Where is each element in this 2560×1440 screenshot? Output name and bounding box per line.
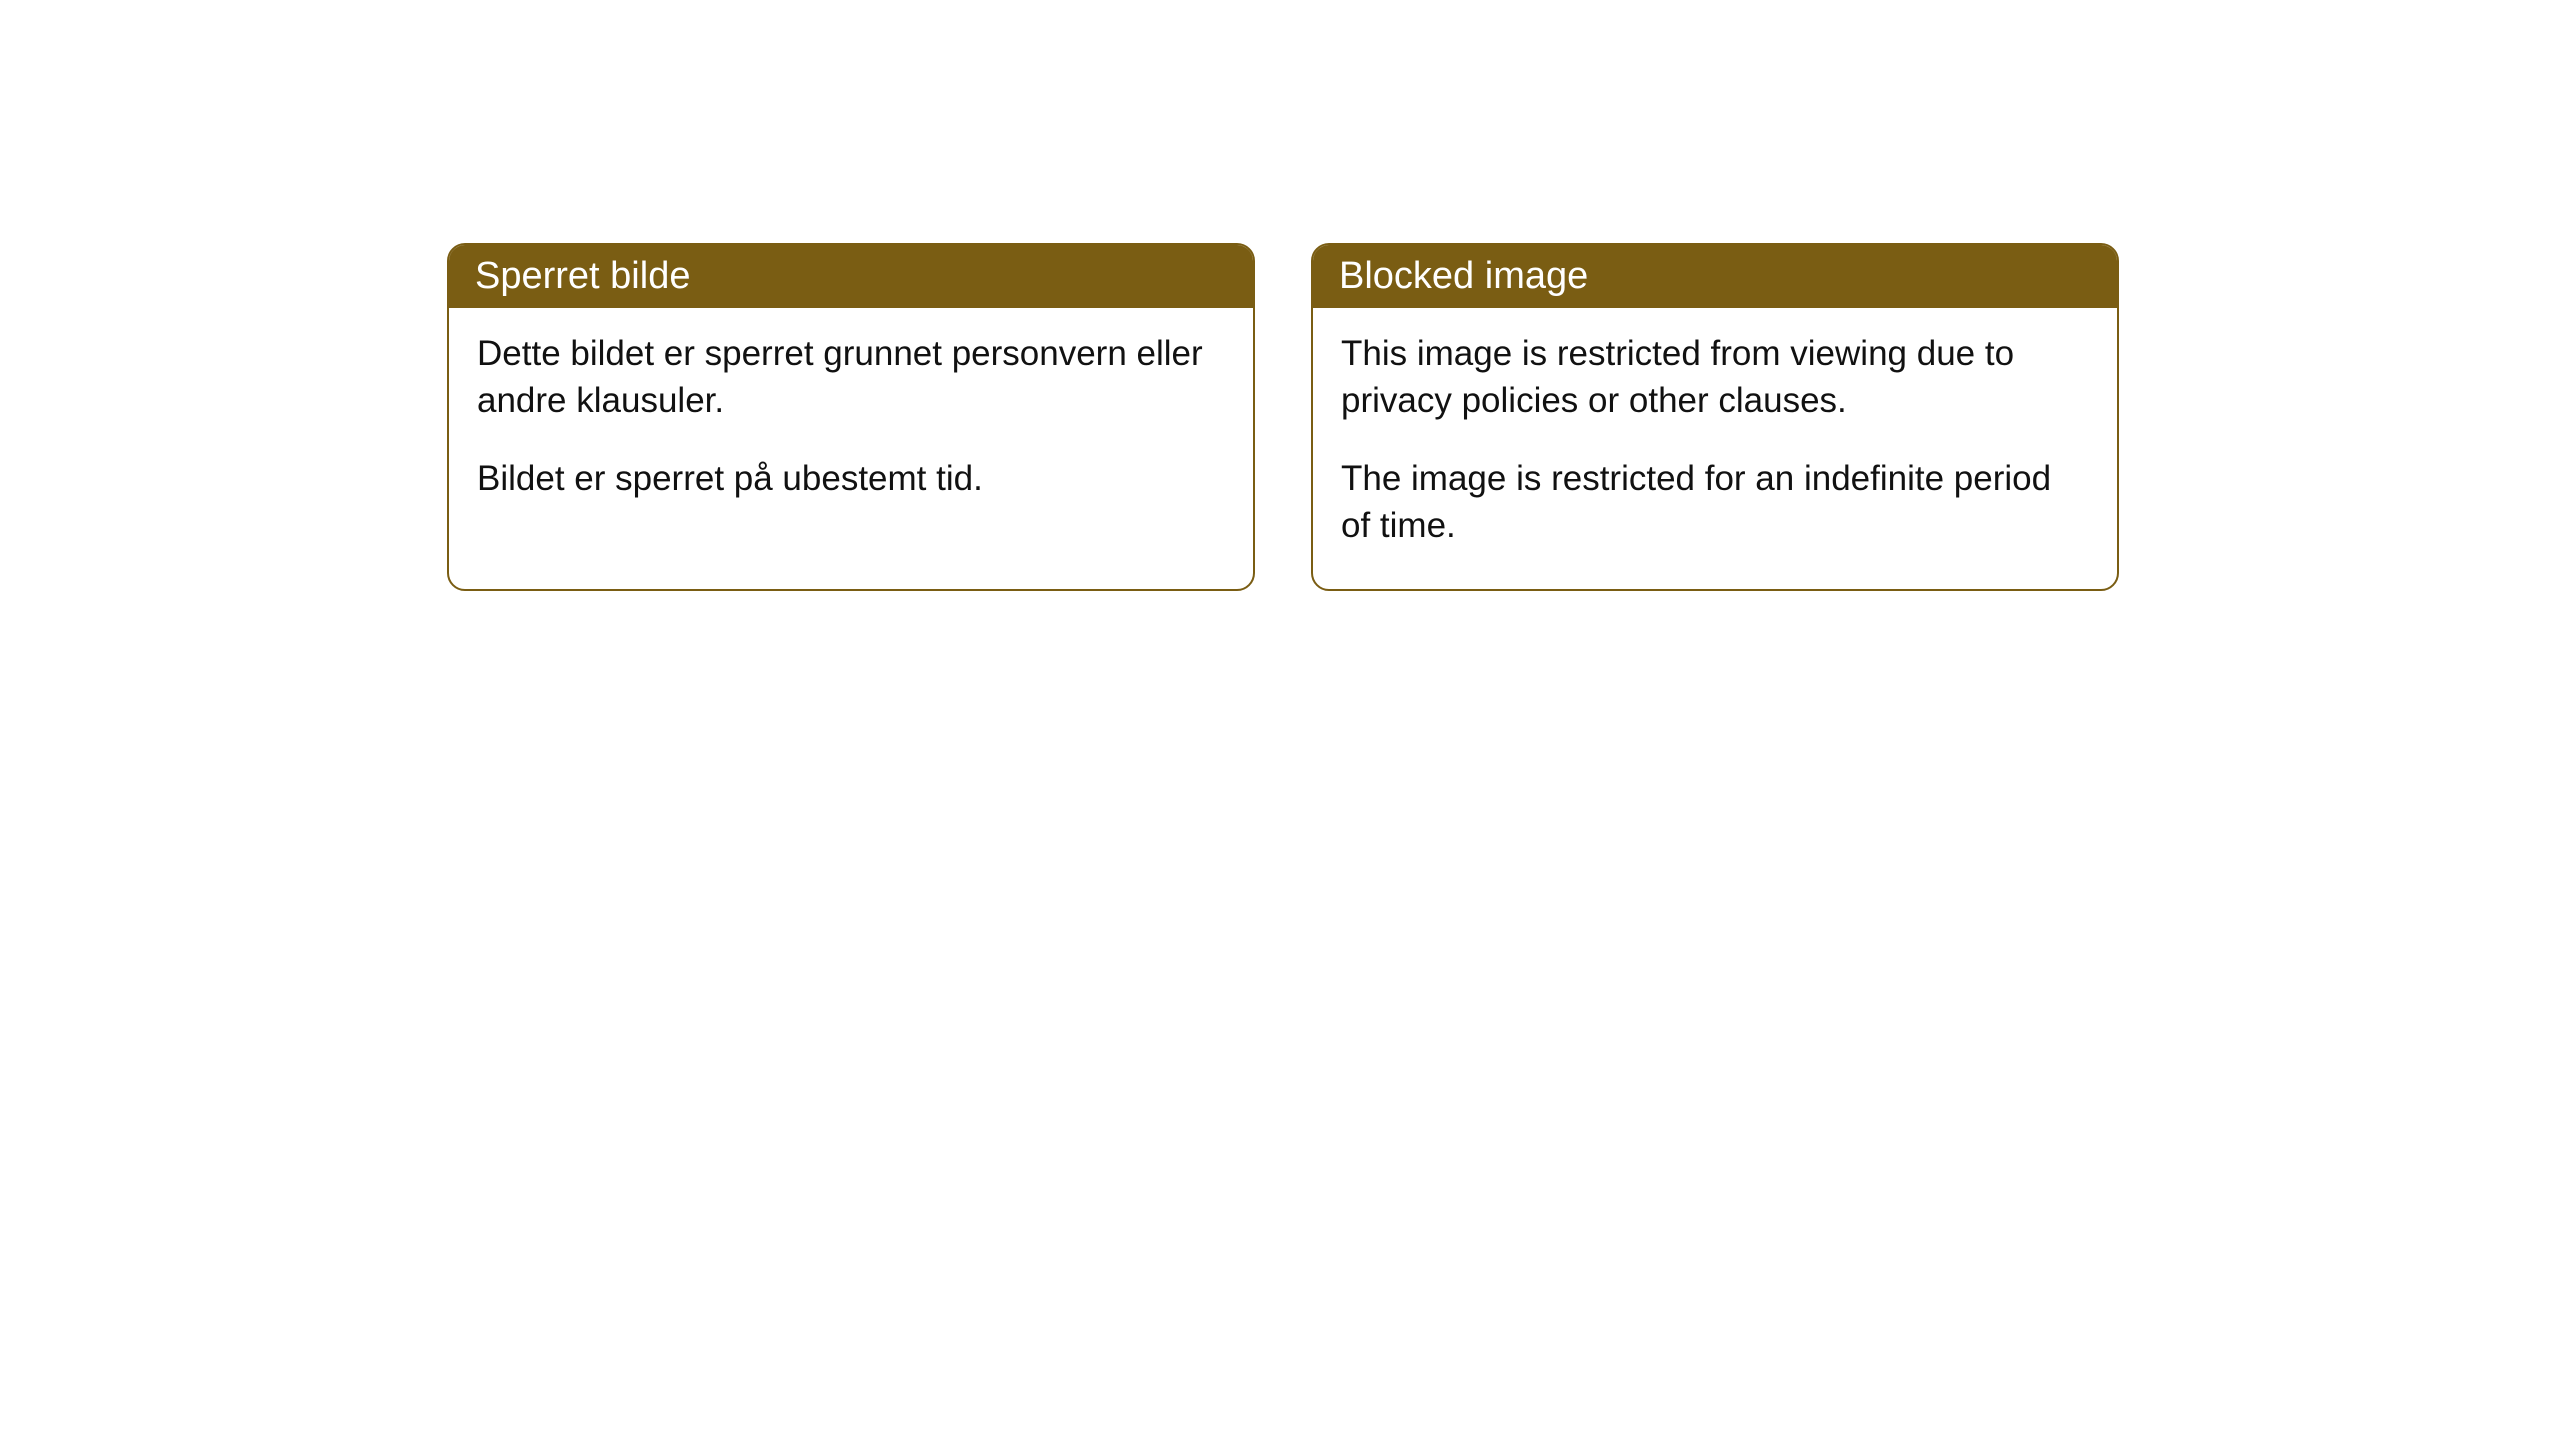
notice-text-para2: The image is restricted for an indefinit… [1341, 455, 2089, 550]
notice-text-para2: Bildet er sperret på ubestemt tid. [477, 455, 1225, 502]
notice-card-body: This image is restricted from viewing du… [1313, 308, 2117, 589]
notice-text-para1: Dette bildet er sperret grunnet personve… [477, 330, 1225, 425]
notice-cards-container: Sperret bilde Dette bildet er sperret gr… [447, 243, 2119, 591]
notice-card-body: Dette bildet er sperret grunnet personve… [449, 308, 1253, 542]
notice-card-title: Blocked image [1313, 245, 2117, 308]
notice-card-english: Blocked image This image is restricted f… [1311, 243, 2119, 591]
notice-card-title: Sperret bilde [449, 245, 1253, 308]
notice-card-norwegian: Sperret bilde Dette bildet er sperret gr… [447, 243, 1255, 591]
notice-text-para1: This image is restricted from viewing du… [1341, 330, 2089, 425]
